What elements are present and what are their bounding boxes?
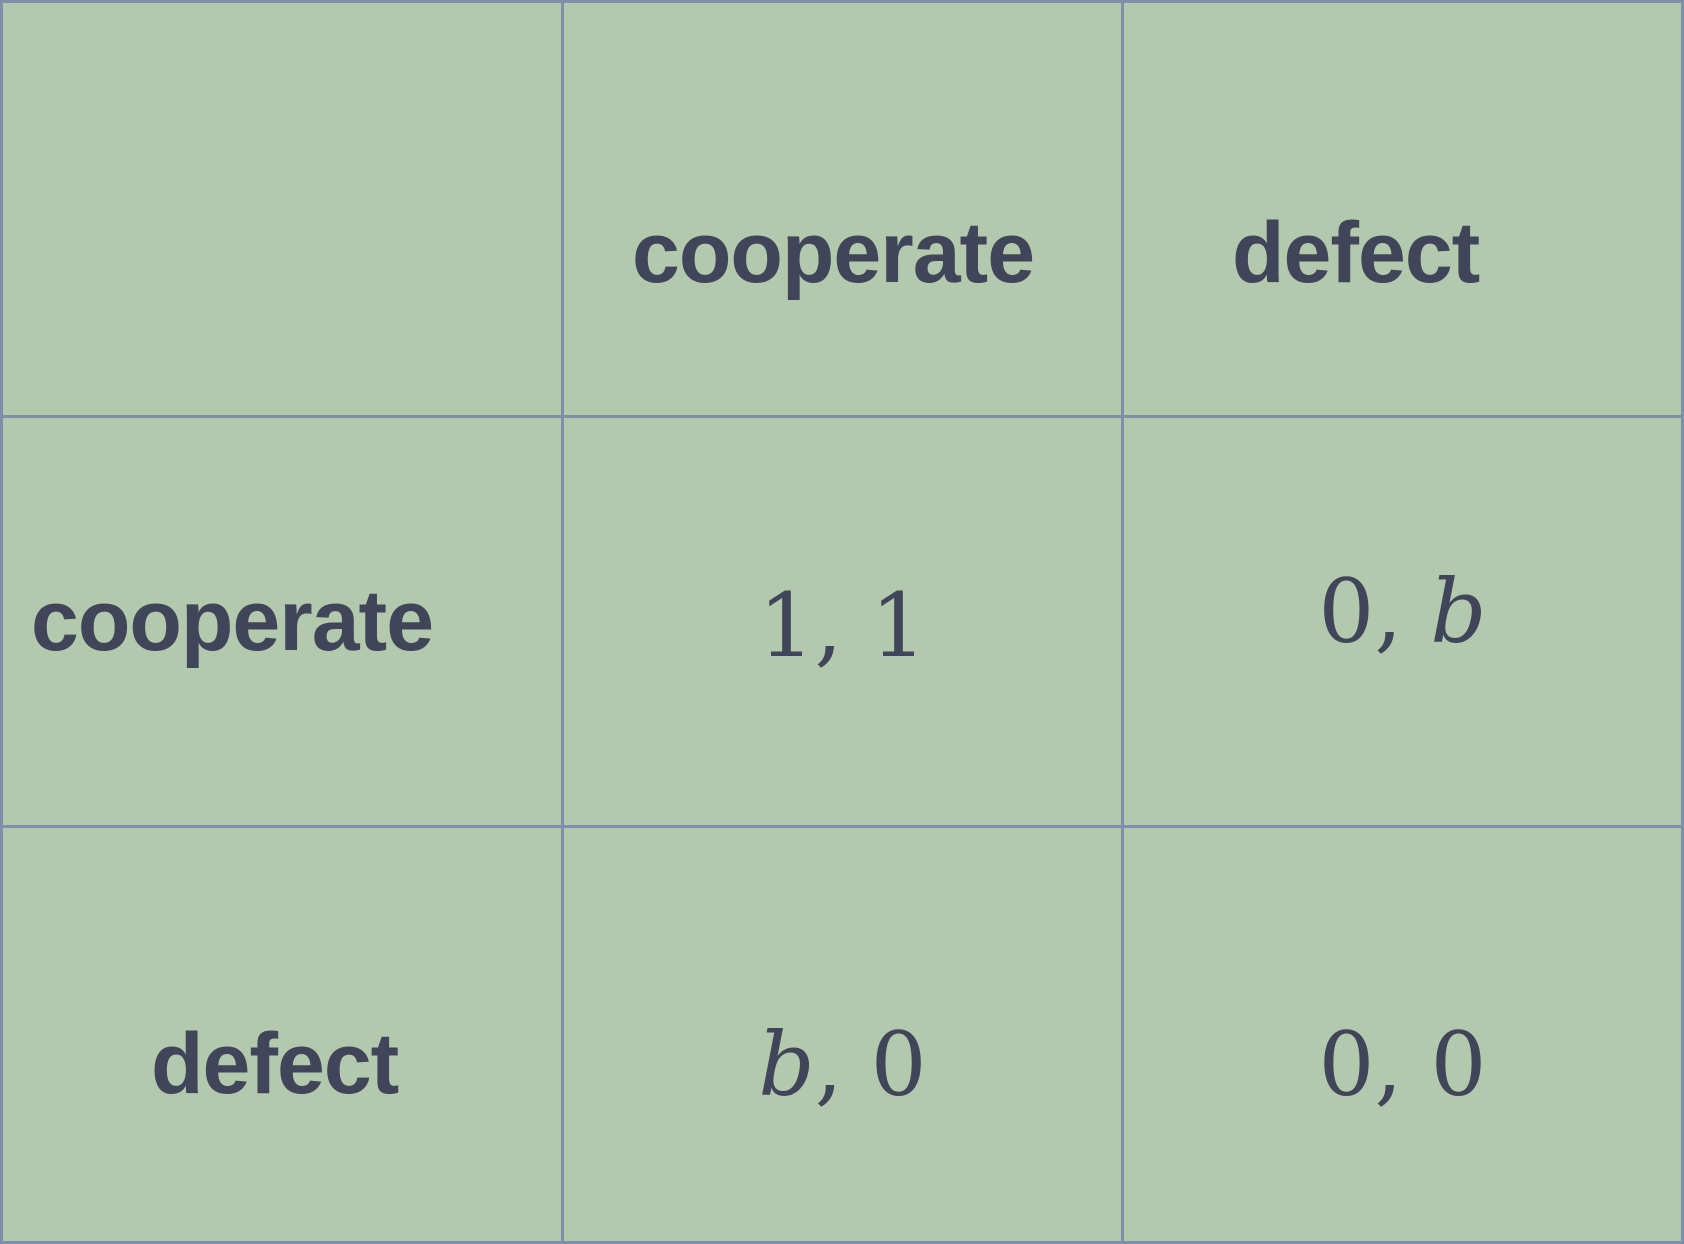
column-header-cooperate: cooperate — [564, 3, 1124, 418]
payoff-cell-cooperate-cooperate: 1, 1 — [564, 418, 1124, 828]
payoff-cell-defect-defect: 0, 0 — [1124, 828, 1681, 1241]
column-header-defect: defect — [1124, 3, 1681, 418]
row-header-defect: defect — [3, 828, 564, 1241]
payoff-value: 0, b — [1318, 560, 1487, 663]
corner-cell — [3, 3, 564, 418]
row-header-label: defect — [151, 1016, 399, 1112]
column-header-label: defect — [1232, 205, 1480, 301]
payoff-value: b, 0 — [758, 1013, 927, 1116]
payoff-cell-cooperate-defect: 0, b — [1124, 418, 1681, 828]
payoff-value: 1, 1 — [758, 574, 927, 677]
payoff-value: 0, 0 — [1318, 1013, 1487, 1116]
payoff-cell-defect-cooperate: b, 0 — [564, 828, 1124, 1241]
column-header-label: cooperate — [632, 205, 1035, 301]
row-header-cooperate: cooperate — [3, 418, 564, 828]
row-header-label: cooperate — [31, 573, 434, 669]
